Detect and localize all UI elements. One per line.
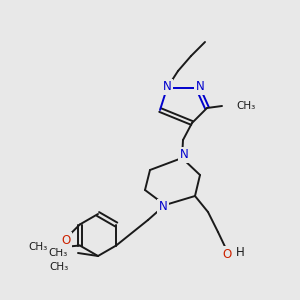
Text: N: N [159, 200, 167, 214]
Text: CH₃: CH₃ [28, 242, 48, 253]
Text: N: N [180, 148, 188, 161]
Text: O: O [61, 234, 70, 247]
Text: O: O [222, 248, 232, 260]
Text: N: N [163, 80, 171, 94]
Text: CH₃: CH₃ [49, 262, 68, 272]
Text: CH₃: CH₃ [236, 101, 255, 111]
Text: H: H [236, 247, 245, 260]
Text: N: N [196, 80, 204, 94]
Text: CH₃: CH₃ [49, 248, 68, 258]
